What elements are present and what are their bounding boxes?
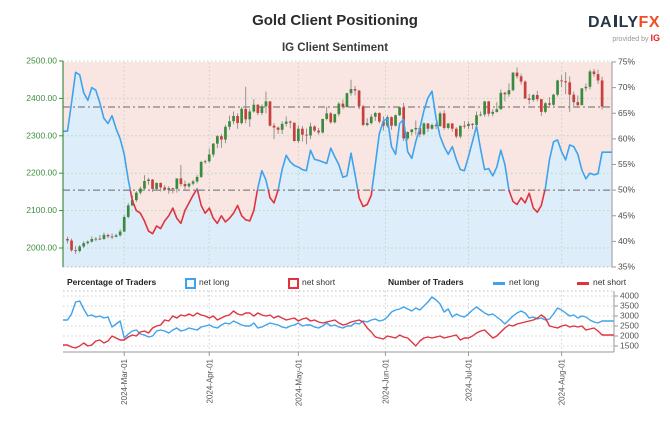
svg-text:3500: 3500 xyxy=(620,301,639,311)
legend-num-short-dash-icon xyxy=(577,282,589,285)
svg-text:2500.00: 2500.00 xyxy=(26,56,57,66)
chart-subtitle: IG Client Sentiment xyxy=(281,42,389,54)
svg-text:2024-May-01: 2024-May-01 xyxy=(294,358,303,406)
svg-text:2300.00: 2300.00 xyxy=(26,130,57,140)
svg-text:2024-Mar-01: 2024-Mar-01 xyxy=(120,358,129,404)
svg-text:3000: 3000 xyxy=(620,311,639,321)
svg-text:2200.00: 2200.00 xyxy=(26,168,57,178)
svg-text:2024-Apr-01: 2024-Apr-01 xyxy=(205,358,214,403)
legend-num-long-label: net long xyxy=(509,277,540,287)
svg-text:4000: 4000 xyxy=(620,291,639,301)
svg-text:75%: 75% xyxy=(618,57,635,67)
main-axes: 2500.00 2400.00 2300.00 2200.00 2100.00 2000.… xyxy=(26,56,635,272)
legend-num-short-label: net short xyxy=(593,277,627,287)
legend-number-title: Number of Traders xyxy=(388,277,464,287)
svg-text:2100.00: 2100.00 xyxy=(26,205,57,215)
svg-text:2000: 2000 xyxy=(620,331,639,341)
svg-text:2024-Jul-01: 2024-Jul-01 xyxy=(464,358,473,401)
page-title: Gold Client Positioning xyxy=(252,12,418,29)
trader-count-lines xyxy=(63,296,614,349)
sentiment-area-fills xyxy=(63,62,612,267)
svg-text:45%: 45% xyxy=(618,210,635,220)
dailyfx-wordmark: DA LYFX xyxy=(587,14,660,31)
legend-pct-long-swatch-icon xyxy=(185,278,196,289)
legend-pct-short-swatch-icon xyxy=(288,278,299,289)
svg-text:40%: 40% xyxy=(618,236,635,246)
main-gridlines xyxy=(63,60,612,268)
svg-text:2500: 2500 xyxy=(620,321,639,331)
provided-by: provided by IG xyxy=(612,33,660,44)
legend-num-long-dash-icon xyxy=(493,282,505,285)
ig-logo: IG xyxy=(650,33,660,43)
svg-text:60%: 60% xyxy=(618,133,635,143)
svg-text:35%: 35% xyxy=(618,262,635,272)
logo-i-bar-icon xyxy=(614,15,617,27)
svg-text:2024-Jun-01: 2024-Jun-01 xyxy=(381,358,390,403)
svg-text:1500: 1500 xyxy=(620,341,639,351)
svg-text:2000.00: 2000.00 xyxy=(26,243,57,253)
svg-text:2400.00: 2400.00 xyxy=(26,93,57,103)
legend-percentage-title: Percentage of Traders xyxy=(67,277,157,287)
legend-pct-long-label: net long xyxy=(199,277,230,287)
sentiment-line xyxy=(63,71,612,235)
bottom-gridlines xyxy=(63,290,614,352)
svg-text:2024-Aug-01: 2024-Aug-01 xyxy=(558,358,567,405)
svg-text:65%: 65% xyxy=(618,108,635,118)
dailyfx-logo: DA LYFX provided by IG xyxy=(587,14,660,44)
svg-text:50%: 50% xyxy=(618,185,635,195)
svg-text:70%: 70% xyxy=(618,82,635,92)
svg-text:55%: 55% xyxy=(618,159,635,169)
legend-pct-short-label: net short xyxy=(302,277,336,287)
